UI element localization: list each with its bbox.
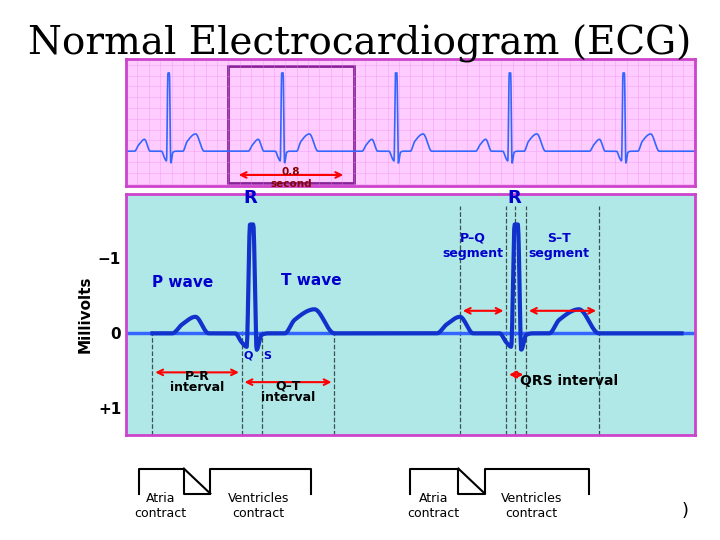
Y-axis label: Millivolts: Millivolts xyxy=(77,276,92,353)
Text: P–R: P–R xyxy=(184,370,210,383)
Text: ): ) xyxy=(681,502,688,520)
Text: interval: interval xyxy=(261,391,315,404)
Text: T wave: T wave xyxy=(281,273,341,288)
Bar xyxy=(228,66,354,183)
Text: Ventricles
contract: Ventricles contract xyxy=(500,492,562,520)
Text: Ventricles
contract: Ventricles contract xyxy=(228,492,289,520)
Text: R: R xyxy=(243,189,257,207)
Text: S: S xyxy=(264,351,271,361)
Text: Q: Q xyxy=(244,351,253,361)
Text: Atria
contract: Atria contract xyxy=(135,492,186,520)
Text: Q–T: Q–T xyxy=(275,380,301,393)
Text: S–T
segment: S–T segment xyxy=(528,232,590,260)
Text: Normal Electrocardiogram (ECG): Normal Electrocardiogram (ECG) xyxy=(28,24,692,63)
Text: QRS interval: QRS interval xyxy=(520,374,618,388)
Text: R: R xyxy=(508,189,521,207)
Text: P–Q
segment: P–Q segment xyxy=(443,232,504,260)
Text: 0.8
second: 0.8 second xyxy=(270,167,312,189)
Text: Atria
contract: Atria contract xyxy=(408,492,459,520)
Text: P wave: P wave xyxy=(152,275,213,290)
Text: interval: interval xyxy=(170,381,224,394)
